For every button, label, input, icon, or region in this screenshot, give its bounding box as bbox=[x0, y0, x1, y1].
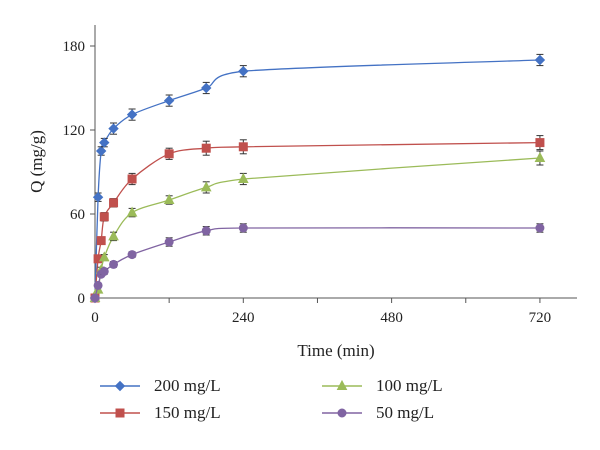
legend: 200 mg/L 150 mg/L 100 mg/L 50 mg/L bbox=[100, 376, 443, 422]
legend-label: 150 mg/L bbox=[154, 403, 221, 422]
data-point bbox=[108, 230, 119, 241]
data-point bbox=[535, 223, 545, 233]
data-point bbox=[163, 95, 175, 106]
data-point bbox=[534, 151, 546, 162]
data-point bbox=[127, 174, 137, 184]
x-tick-label: 480 bbox=[380, 310, 403, 326]
data-point bbox=[237, 172, 249, 183]
legend-label: 100 mg/L bbox=[376, 376, 443, 395]
x-tick-label: 240 bbox=[232, 310, 255, 326]
data-point bbox=[534, 54, 546, 66]
data-point bbox=[238, 223, 248, 233]
data-point bbox=[99, 266, 109, 276]
data-point bbox=[114, 380, 126, 392]
data-point bbox=[164, 237, 174, 247]
x-tick-label: 720 bbox=[529, 310, 552, 326]
y-tick-label: 0 bbox=[78, 291, 86, 307]
data-point bbox=[163, 193, 175, 204]
data-point bbox=[96, 236, 106, 246]
data-point bbox=[238, 65, 249, 77]
series-line bbox=[94, 59, 540, 299]
legend-item: 150 mg/L bbox=[100, 403, 221, 422]
x-tick-label: 0 bbox=[91, 310, 99, 326]
data-point bbox=[238, 142, 248, 152]
data-point bbox=[200, 181, 212, 192]
data-point bbox=[337, 408, 347, 418]
data-point bbox=[109, 259, 119, 269]
legend-label: 200 mg/L bbox=[154, 376, 221, 395]
data-point bbox=[115, 408, 125, 418]
data-point bbox=[201, 226, 211, 236]
legend-item: 100 mg/L bbox=[322, 376, 443, 395]
data-point bbox=[109, 198, 119, 208]
data-point bbox=[99, 212, 109, 222]
x-axis-title: Time (min) bbox=[297, 341, 374, 360]
data-point bbox=[201, 143, 211, 153]
data-point bbox=[201, 82, 212, 94]
series-layer bbox=[89, 53, 546, 304]
data-point bbox=[98, 251, 110, 262]
data-point bbox=[99, 137, 110, 148]
data-point bbox=[92, 191, 104, 203]
data-point bbox=[108, 123, 119, 134]
data-point bbox=[336, 379, 348, 390]
legend-item: 50 mg/L bbox=[322, 403, 434, 422]
legend-label: 50 mg/L bbox=[376, 403, 434, 422]
data-point bbox=[93, 280, 103, 290]
y-tick-label: 120 bbox=[63, 123, 86, 139]
data-point bbox=[127, 250, 137, 260]
y-tick-label: 180 bbox=[63, 39, 86, 55]
data-point bbox=[126, 206, 138, 217]
series-line bbox=[94, 141, 540, 299]
y-axis-title: Q (mg/g) bbox=[27, 130, 46, 193]
data-point bbox=[95, 145, 107, 157]
data-point bbox=[164, 149, 174, 159]
data-point bbox=[126, 109, 138, 120]
series-50-mg-l bbox=[90, 223, 545, 303]
y-tick-label: 60 bbox=[70, 207, 85, 223]
axes: 0 60 120 180 0 240 480 720 Time (min) Q (mg/g) bbox=[27, 25, 577, 360]
series-150-mg-l bbox=[90, 135, 545, 303]
legend-item: 200 mg/L bbox=[100, 376, 221, 395]
series-line bbox=[94, 227, 540, 299]
series-200-mg-l bbox=[89, 53, 546, 304]
series-100-mg-l bbox=[89, 150, 546, 302]
data-point bbox=[90, 293, 100, 303]
data-point bbox=[535, 138, 545, 148]
